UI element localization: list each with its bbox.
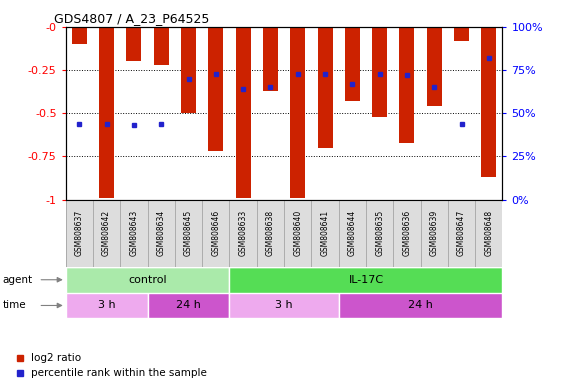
- Bar: [400, 27, 415, 143]
- Bar: [393, 200, 421, 267]
- Text: 24 h: 24 h: [176, 300, 201, 311]
- Bar: [257, 200, 284, 267]
- Bar: [427, 27, 442, 106]
- Bar: [311, 200, 339, 267]
- Text: GSM808640: GSM808640: [293, 210, 302, 257]
- Bar: [366, 200, 393, 267]
- Text: IL-17C: IL-17C: [348, 275, 384, 285]
- Bar: [66, 267, 230, 293]
- Text: GSM808648: GSM808648: [484, 210, 493, 257]
- Text: GSM808645: GSM808645: [184, 210, 193, 257]
- Bar: [202, 200, 230, 267]
- Text: agent: agent: [3, 275, 33, 285]
- Text: GSM808646: GSM808646: [211, 210, 220, 257]
- Bar: [236, 27, 251, 198]
- Text: GSM808633: GSM808633: [239, 210, 248, 257]
- Bar: [448, 200, 475, 267]
- Bar: [317, 27, 332, 148]
- Bar: [454, 27, 469, 41]
- Text: GSM808639: GSM808639: [430, 210, 439, 257]
- Text: 24 h: 24 h: [408, 300, 433, 311]
- Bar: [230, 200, 257, 267]
- Text: GSM808636: GSM808636: [403, 210, 412, 257]
- Bar: [421, 200, 448, 267]
- Bar: [175, 200, 202, 267]
- Bar: [147, 200, 175, 267]
- Text: GSM808642: GSM808642: [102, 210, 111, 257]
- Text: percentile rank within the sample: percentile rank within the sample: [31, 368, 207, 378]
- Bar: [263, 27, 278, 91]
- Bar: [93, 200, 120, 267]
- Bar: [66, 200, 93, 267]
- Bar: [126, 27, 142, 61]
- Text: control: control: [128, 275, 167, 285]
- Bar: [230, 267, 502, 293]
- Text: 3 h: 3 h: [98, 300, 115, 311]
- Text: GSM808647: GSM808647: [457, 210, 466, 257]
- Text: GSM808637: GSM808637: [75, 210, 84, 257]
- Text: GDS4807 / A_23_P64525: GDS4807 / A_23_P64525: [54, 12, 210, 25]
- Bar: [66, 293, 147, 318]
- Bar: [290, 27, 305, 198]
- Bar: [481, 27, 496, 177]
- Bar: [154, 27, 168, 65]
- Text: GSM808643: GSM808643: [130, 210, 138, 257]
- Text: GSM808635: GSM808635: [375, 210, 384, 257]
- Text: GSM808634: GSM808634: [156, 210, 166, 257]
- Bar: [99, 27, 114, 198]
- Text: 3 h: 3 h: [275, 300, 293, 311]
- Bar: [208, 27, 223, 151]
- Bar: [345, 27, 360, 101]
- Text: GSM808644: GSM808644: [348, 210, 357, 257]
- Bar: [339, 293, 502, 318]
- Bar: [475, 200, 502, 267]
- Text: log2 ratio: log2 ratio: [31, 353, 81, 363]
- Text: time: time: [3, 300, 26, 311]
- Bar: [284, 200, 311, 267]
- Bar: [181, 27, 196, 113]
- Bar: [230, 293, 339, 318]
- Bar: [147, 293, 230, 318]
- Bar: [72, 27, 87, 44]
- Text: GSM808638: GSM808638: [266, 210, 275, 257]
- Bar: [372, 27, 387, 117]
- Bar: [339, 200, 366, 267]
- Text: GSM808641: GSM808641: [320, 210, 329, 257]
- Bar: [120, 200, 147, 267]
